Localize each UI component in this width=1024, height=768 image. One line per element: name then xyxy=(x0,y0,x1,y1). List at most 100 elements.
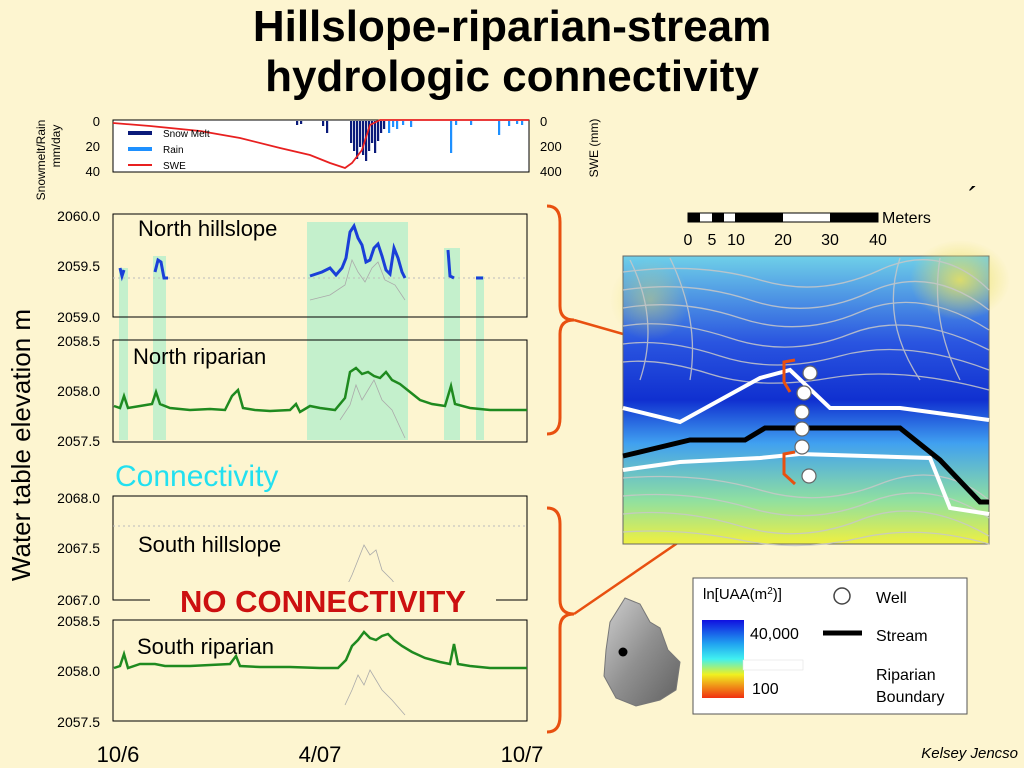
nh-tick: 2059.5 xyxy=(57,258,100,274)
title-line-2: hydrologic connectivity xyxy=(265,52,759,101)
well-marker xyxy=(794,421,810,437)
scale-segment xyxy=(688,213,700,222)
map-south-bracket xyxy=(782,450,797,486)
scale-segment xyxy=(712,213,724,222)
legend-low: 100 xyxy=(752,681,779,698)
precip-bar xyxy=(300,121,303,124)
precip-bar xyxy=(350,121,353,143)
map-north-bracket xyxy=(782,358,796,393)
legend-snowmelt: Snow Melt xyxy=(163,129,210,140)
y-axis-title: Water table elevation m xyxy=(6,309,36,581)
precip-left-label-1: Snowmelt/Rain xyxy=(34,120,48,201)
precip-bar xyxy=(374,121,377,153)
contour-lines xyxy=(622,257,990,547)
nh-tick: 2060.0 xyxy=(57,208,100,224)
legend-high: 40,000 xyxy=(750,626,799,643)
precip-bar xyxy=(388,121,391,133)
south-riparian-series xyxy=(113,630,527,670)
well-marker xyxy=(794,404,810,420)
south-riparian-panel: South riparian 2058.5 2058.0 2057.5 xyxy=(57,613,528,730)
nr-tick: 2058.5 xyxy=(57,333,100,349)
north-riparian-series xyxy=(113,366,527,414)
sh-tick: 2067.5 xyxy=(57,540,100,556)
panel-frame xyxy=(112,213,528,318)
precip-bar xyxy=(371,121,374,143)
precip-left-tick: 0 xyxy=(93,114,100,129)
scale-tick: 40 xyxy=(869,232,887,249)
well-marker xyxy=(794,439,810,455)
legend-riparian-2: Boundary xyxy=(876,689,945,706)
x-tick: 4/07 xyxy=(299,742,342,767)
precip-bars xyxy=(296,121,524,161)
catchment-shape xyxy=(603,597,681,707)
legend-title: ln[UAA(m2)] xyxy=(703,586,782,603)
map-legend: ln[UAA(m2)] 40,000 100 Well Stream Ripar… xyxy=(692,577,968,715)
precip-bar xyxy=(356,121,359,159)
precip-bar xyxy=(368,121,371,151)
precip-bar xyxy=(353,121,356,151)
x-tick: 10/6 xyxy=(97,742,140,767)
stream-line xyxy=(622,425,989,505)
sh-tick: 2068.0 xyxy=(57,490,100,506)
sr-tick: 2057.5 xyxy=(57,714,100,730)
scale-tick: 0 xyxy=(684,232,693,249)
precip-left-tick: 40 xyxy=(86,164,100,179)
scale-segment xyxy=(830,213,878,222)
sr-tick: 2058.5 xyxy=(57,613,100,629)
well-marker xyxy=(801,468,817,484)
north-hillslope-panel: North hillslope 2060.0 2059.5 2059.0 xyxy=(57,208,528,325)
legend-swe: SWE xyxy=(163,161,186,172)
map-highland xyxy=(610,260,690,340)
stray-mark: ´ xyxy=(968,182,978,215)
north-riparian-panel: North riparian 2058.5 2058.0 2057.5 xyxy=(57,333,528,449)
precip-bar xyxy=(365,121,368,161)
precip-bar xyxy=(410,121,413,127)
scale-tick: 20 xyxy=(774,232,792,249)
scale-bar: Meters 0 5 10 20 30 40 xyxy=(684,210,931,249)
north-hillslope-series xyxy=(118,222,483,282)
catchment-thumbnail xyxy=(603,597,681,707)
credit: Kelsey Jencso xyxy=(921,745,1018,762)
precip-panel: Snow Melt Rain SWE 0 20 40 0 200 400 Sno… xyxy=(34,114,601,200)
faint-trace xyxy=(344,544,406,599)
precip-left-tick: 20 xyxy=(86,139,100,154)
legend-color-ramp xyxy=(702,620,744,698)
precip-bar xyxy=(383,121,386,129)
title-line-1: Hillslope-riparian-stream xyxy=(252,2,772,51)
precip-bar xyxy=(470,121,473,125)
precip-bar xyxy=(455,121,458,125)
well-marker xyxy=(802,365,818,381)
legend-well: Well xyxy=(876,590,907,607)
connectivity-label: Connectivity xyxy=(115,460,278,493)
no-connectivity-label: NO CONNECTIVITY xyxy=(180,584,466,619)
faint-trace xyxy=(344,669,406,716)
precip-bar xyxy=(396,121,399,129)
precip-bar xyxy=(362,121,365,155)
precip-bar xyxy=(402,121,405,125)
map-highland xyxy=(910,240,1010,320)
north-riparian-label: North riparian xyxy=(133,344,266,369)
precip-right-label: SWE (mm) xyxy=(587,119,601,178)
legend-riparian-icon xyxy=(742,659,804,671)
precip-bar xyxy=(296,121,299,125)
uaa-map xyxy=(610,240,1010,547)
precip-right-tick: 400 xyxy=(540,164,562,179)
faint-trace xyxy=(339,379,406,439)
nr-tick: 2058.0 xyxy=(57,383,100,399)
swe-line xyxy=(112,119,529,169)
legend-rain: Rain xyxy=(163,145,184,156)
no-connectivity-bg xyxy=(150,582,496,620)
south-hillslope-label: South hillslope xyxy=(138,532,281,557)
legend-stream: Stream xyxy=(876,628,928,645)
scale-unit: Meters xyxy=(882,210,931,227)
precip-bar xyxy=(521,121,524,125)
precip-bar xyxy=(326,121,329,133)
x-tick: 10/7 xyxy=(501,742,544,767)
precip-bar xyxy=(377,121,380,141)
connectivity-band xyxy=(476,276,484,440)
precip-right-tick: 0 xyxy=(540,114,547,129)
nh-tick: 2059.0 xyxy=(57,309,100,325)
precip-bar xyxy=(516,121,519,124)
wells xyxy=(794,365,818,484)
